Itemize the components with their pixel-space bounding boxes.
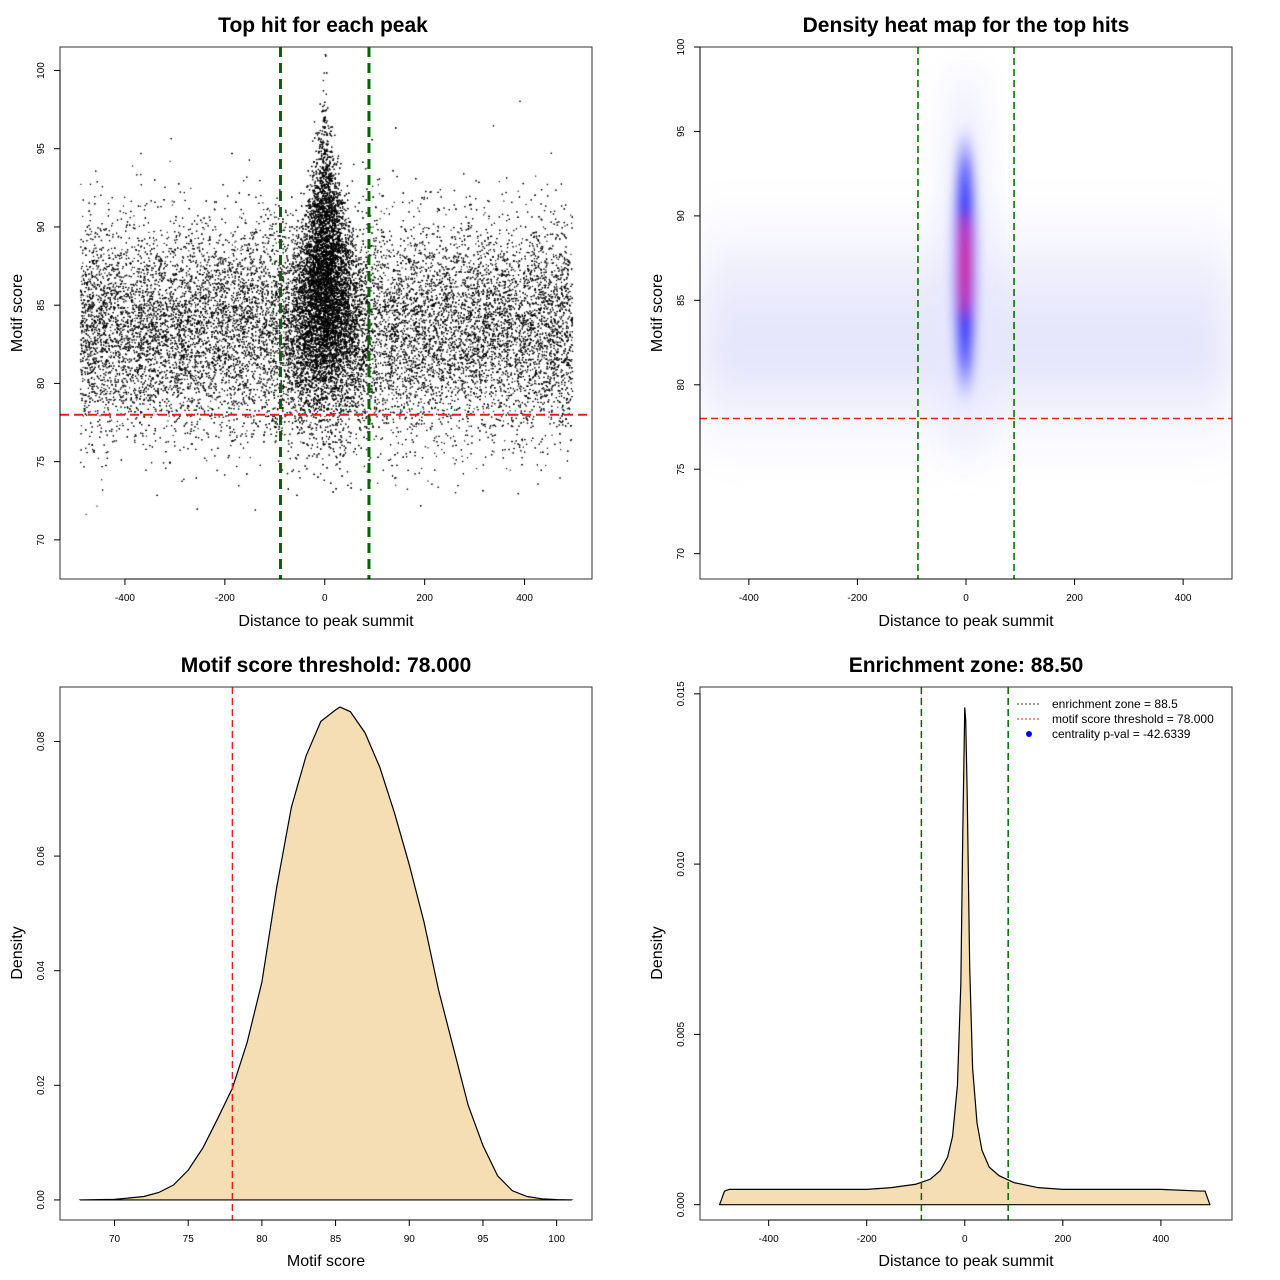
p2-x-tick-label: 200 [1066,593,1083,604]
legend-label-enrichment: enrichment zone = 88.5 [1052,697,1178,711]
p2-x-tick-label: -200 [847,593,867,604]
p1-y-tick-label: 100 [36,62,47,79]
p1-x-tick-label: 200 [416,593,433,604]
p3-density-area [80,706,572,1201]
p2-x-axis: -400 -200 0 200 400 [739,578,1192,604]
p3-x-tick-label: 100 [548,1234,565,1245]
p1-y-tick-label: 70 [36,534,47,546]
p4-x-tick-label: 200 [1054,1234,1071,1245]
p1-x-tick-label: -200 [215,593,235,604]
panel-top-hits-scatter: Top hit for each peak -400 -200 0 200 400 70… [9,14,593,630]
p3-y-axis: 0.00 0.02 0.04 0.06 0.08 [36,731,61,1210]
p2-y-tick-label: 90 [676,210,687,222]
p4-density-area [718,707,1211,1206]
p4-y-tick-label: 0.000 [676,1192,687,1217]
p3-x-tick-label: 70 [109,1234,121,1245]
p4-y-axis: 0.000 0.005 0.010 0.015 [676,681,701,1217]
p3-y-tick-label: 0.02 [36,1075,47,1095]
p4-x-tick-label: -400 [759,1234,779,1245]
p3-x-tick-label: 80 [256,1234,268,1245]
p3-x-label: Motif score [287,1253,365,1270]
p2-y-tick-label: 70 [676,548,687,560]
p1-x-tick-label: 400 [516,593,533,604]
p3-x-tick-label: 75 [183,1234,195,1245]
p1-x-axis: -400 -200 0 200 400 [115,578,533,604]
p2-y-tick-label: 85 [676,294,687,306]
p2-heat-area [700,65,1232,487]
p4-x-axis: -400 -200 0 200 400 [759,1219,1170,1245]
legend-label-threshold: motif score threshold = 78.000 [1052,712,1214,726]
p4-y-label: Density [649,926,666,979]
p3-y-label: Density [9,926,26,979]
p3-x-tick-label: 95 [477,1234,489,1245]
panel-density-heatmap: Density heat map for the top hits -400 -2… [649,14,1233,630]
p2-title: Density heat map for the top hits [803,14,1130,37]
p1-scatter-points [61,48,592,579]
p1-y-tick-label: 90 [36,221,47,233]
p2-y-label: Motif score [649,274,666,352]
p4-y-tick-label: 0.005 [676,1021,687,1046]
p1-title: Top hit for each peak [218,14,428,37]
p2-x-tick-label: -400 [739,593,759,604]
p3-y-tick-label: 0.00 [36,1190,47,1210]
p4-y-tick-label: 0.015 [676,681,687,706]
panel-enrichment-density: Enrichment zone: 88.50 -400 -200 0 200 400 0… [649,654,1233,1270]
legend-swatch-centrality [1026,731,1032,737]
p1-y-label: Motif score [9,274,26,352]
p2-x-label: Distance to peak summit [878,613,1054,630]
p3-y-tick-label: 0.04 [36,961,47,981]
p1-x-tick-label: 0 [322,593,328,604]
p1-scatter-canvas-holder [61,48,592,579]
p2-y-axis: 70 75 80 85 90 95 100 [676,38,701,560]
p2-hotspot [954,115,976,415]
p1-x-label: Distance to peak summit [238,613,414,630]
p1-y-tick-label: 85 [36,299,47,311]
p2-x-tick-label: 400 [1175,593,1192,604]
p2-y-tick-label: 100 [676,38,687,55]
p4-title: Enrichment zone: 88.50 [849,654,1084,677]
p2-y-tick-label: 80 [676,379,687,391]
p4-x-tick-label: 400 [1153,1234,1170,1245]
p3-x-axis: 70 75 80 85 90 95 100 [109,1219,565,1245]
p2-y-tick-label: 75 [676,463,687,475]
p2-x-tick-label: 0 [963,593,969,604]
legend-label-centrality: centrality p-val = -42.6339 [1052,727,1191,741]
p3-x-tick-label: 90 [404,1234,416,1245]
p3-y-tick-label: 0.08 [36,731,47,751]
p1-y-tick-label: 75 [36,456,47,468]
p4-x-tick-label: -200 [857,1234,877,1245]
panel-motif-score-density: Motif score threshold: 78.000 70 75 80 85 90… [9,654,593,1270]
p4-x-tick-label: 0 [962,1234,968,1245]
p2-y-tick-label: 95 [676,125,687,137]
p4-x-label: Distance to peak summit [878,1253,1054,1270]
p3-x-tick-label: 85 [330,1234,342,1245]
p3-title: Motif score threshold: 78.000 [181,654,472,677]
p3-y-tick-label: 0.06 [36,846,47,866]
p1-x-tick-label: -400 [115,593,135,604]
p4-legend: enrichment zone = 88.5 motif score thres… [1017,697,1214,741]
p1-y-axis: 70 75 80 85 90 95 100 [36,62,61,546]
p4-y-tick-label: 0.010 [676,851,687,876]
p1-y-tick-label: 95 [36,143,47,155]
p1-y-tick-label: 80 [36,377,47,389]
